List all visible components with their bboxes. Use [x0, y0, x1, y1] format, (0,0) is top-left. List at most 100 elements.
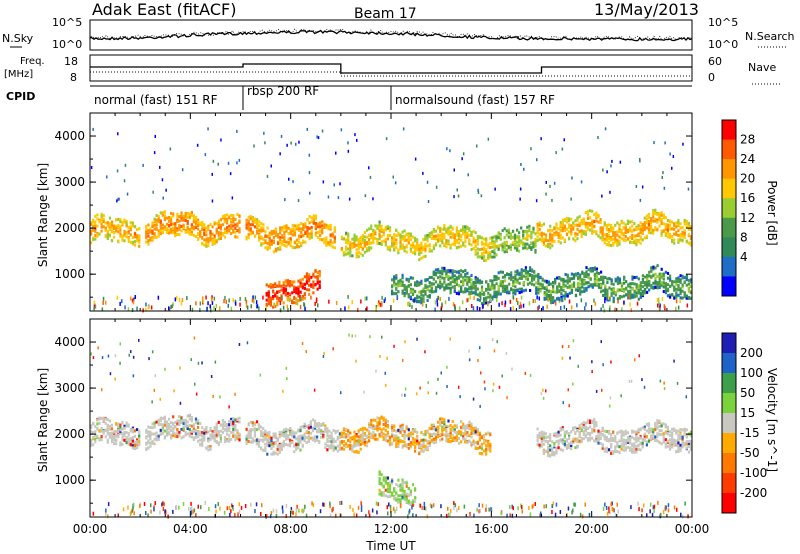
heat-cell [514, 285, 517, 289]
heat-cell [205, 244, 208, 248]
heat-cell [526, 274, 530, 278]
heat-cell [520, 290, 523, 294]
heat-cell [295, 291, 298, 295]
heat-cell [138, 440, 141, 443]
heat-cell [519, 187, 522, 191]
heat-cell [544, 239, 548, 242]
heat-cell [276, 297, 279, 301]
heat-cell [274, 228, 278, 232]
heat-cell [555, 222, 558, 226]
heat-cell [495, 245, 498, 249]
heat-cell [230, 218, 233, 222]
heat-cell [270, 443, 273, 447]
heat-cell [201, 225, 204, 228]
heat-cell [616, 297, 619, 301]
heat-cell [119, 426, 122, 430]
heat-cell [562, 278, 565, 281]
cpid-label: CPID [6, 90, 35, 103]
heat-cell [436, 302, 439, 307]
heat-cell [476, 236, 479, 240]
heat-cell [151, 432, 154, 436]
heat-cell [687, 227, 690, 231]
heat-cell [646, 273, 649, 277]
heat-cell [487, 137, 490, 141]
heat-cell [520, 163, 522, 166]
heat-cell [157, 438, 160, 442]
heat-cell [401, 276, 404, 280]
heat-cell [372, 430, 375, 434]
heat-cell [228, 437, 231, 441]
heat-cell [536, 235, 539, 239]
heat-cell [316, 235, 320, 239]
heat-cell [293, 295, 295, 300]
heat-cell [334, 431, 337, 435]
heat-cell [170, 223, 173, 227]
heat-cell [325, 241, 328, 245]
heat-cell [316, 277, 319, 281]
heat-cell [115, 442, 118, 446]
heat-cell [336, 437, 339, 441]
heat-cell [414, 157, 417, 161]
heat-cell [629, 220, 632, 224]
heat-cell [460, 238, 463, 242]
heat-cell [669, 284, 672, 288]
heat-cell [509, 232, 512, 236]
heat-cell [589, 267, 592, 271]
heat-cell [378, 433, 381, 436]
heat-cell [535, 281, 538, 285]
heat-cell [553, 227, 556, 231]
heat-cell [528, 234, 531, 238]
heat-cell [155, 214, 158, 217]
heat-cell [117, 429, 120, 433]
heat-cell [324, 442, 327, 446]
heat-cell [299, 448, 302, 452]
heat-cell [585, 275, 588, 278]
heat-cell [361, 441, 364, 445]
heat-cell [201, 222, 204, 226]
heat-cell [357, 237, 360, 241]
heat-cell [267, 296, 270, 300]
heat-cell [163, 429, 166, 433]
heat-cell [282, 440, 285, 444]
heat-cell [643, 288, 647, 291]
heat-cell [180, 301, 183, 306]
heat-cell [368, 429, 371, 433]
heat-cell [258, 228, 261, 232]
heat-cell [581, 282, 584, 286]
heat-cell [310, 225, 313, 229]
heat-cell [405, 288, 408, 292]
heat-cell [445, 242, 448, 245]
heat-cell [411, 290, 415, 294]
heat-cell [347, 434, 350, 438]
heat-cell [314, 215, 317, 219]
heat-cell [472, 306, 475, 311]
heat-cell [347, 305, 350, 310]
heat-cell [106, 438, 109, 442]
heat-cell [499, 243, 502, 247]
heat-cell [96, 422, 99, 426]
heat-cell [316, 424, 319, 428]
heat-cell [579, 286, 582, 290]
heat-cell [257, 427, 261, 431]
heat-cell [522, 281, 525, 285]
heat-cell [340, 431, 343, 435]
heat-cell [652, 286, 655, 290]
heat-cell [639, 235, 642, 239]
heat-cell [234, 301, 237, 306]
heat-cell [138, 434, 141, 438]
heat-cell [145, 435, 148, 439]
heat-cell [476, 255, 479, 259]
heat-cell [591, 269, 594, 273]
heat-cell [153, 217, 156, 221]
heat-cell [518, 236, 521, 240]
heat-cell [675, 233, 678, 237]
heat-cell [491, 279, 494, 283]
heat-cell [151, 426, 154, 430]
heat-cell [264, 446, 267, 450]
heat-cell [616, 282, 619, 286]
heat-cell [180, 229, 183, 233]
heat-cell [197, 220, 200, 224]
heat-cell [480, 285, 484, 289]
heat-cell [533, 283, 536, 287]
heat-cell [479, 307, 481, 312]
